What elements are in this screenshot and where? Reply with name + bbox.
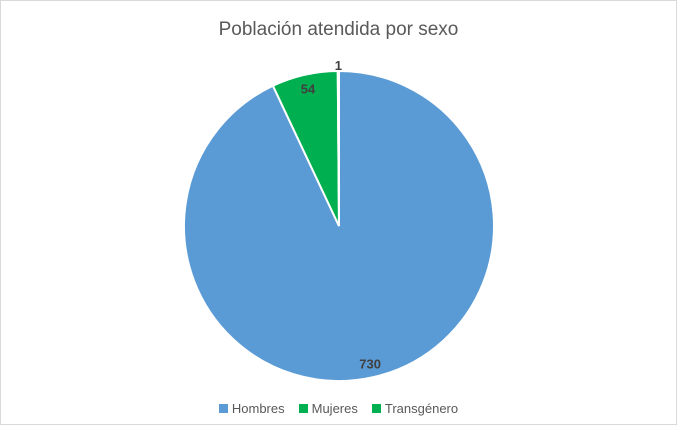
legend-entry-mujeres: Mujeres <box>298 401 358 416</box>
legend-swatch <box>371 404 381 413</box>
legend-label: Mujeres <box>311 401 358 416</box>
pie-slice-transg-nero <box>336 69 340 227</box>
legend-label: Transgénero <box>384 401 459 416</box>
legend: Hombres Mujeres Transgénero <box>1 401 676 416</box>
legend-swatch <box>218 404 228 413</box>
chart-title: Población atendida por sexo <box>218 19 459 40</box>
data-label-mujeres: 54 <box>301 81 316 96</box>
legend-swatch <box>298 404 308 413</box>
legend-label: Hombres <box>231 401 285 416</box>
data-label-transg-nero: 1 <box>335 58 342 73</box>
data-label-hombres: 730 <box>359 357 381 372</box>
legend-entry-hombres: Hombres <box>218 401 285 416</box>
legend-entry-transg-nero: Transgénero <box>371 401 459 416</box>
